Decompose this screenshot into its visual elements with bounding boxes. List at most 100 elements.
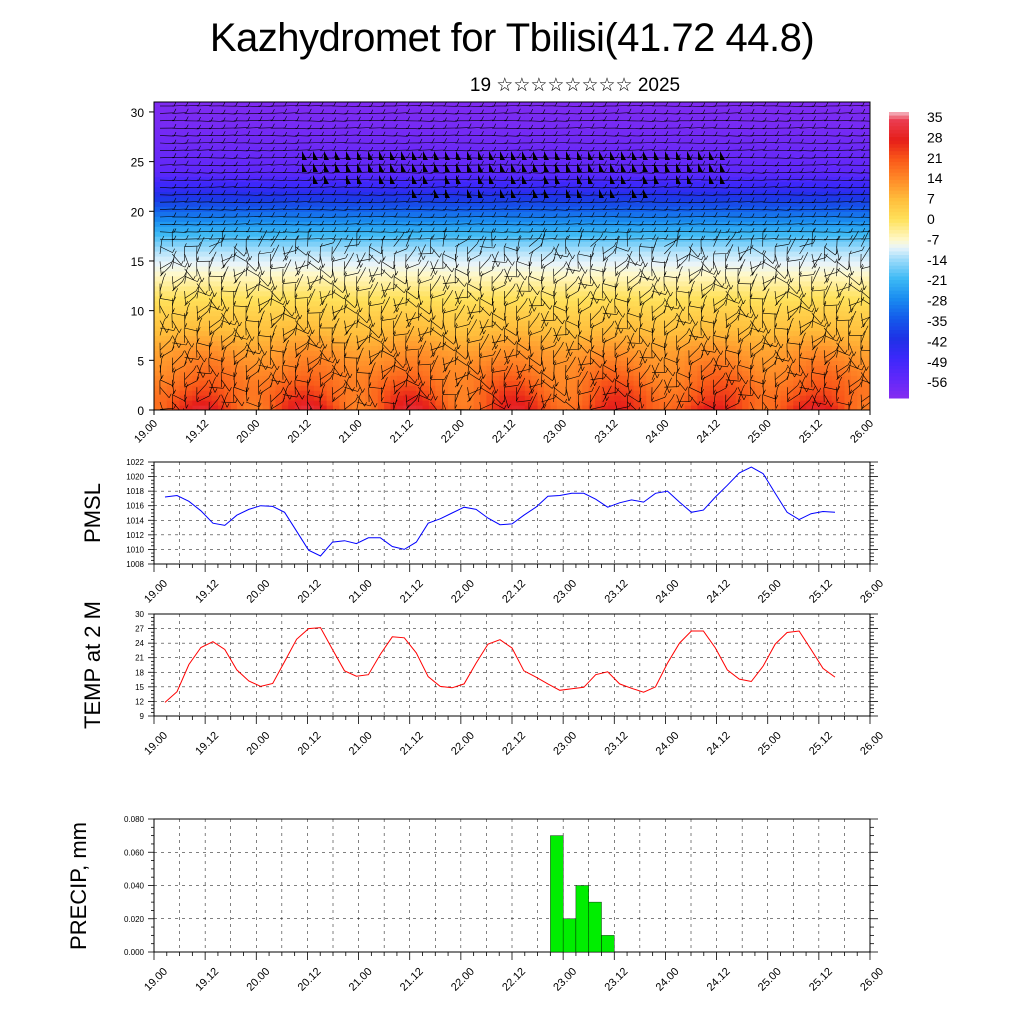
x-tick-label: 20.12 xyxy=(296,578,324,606)
axis-ticks xyxy=(148,461,878,572)
colorbar-label: -28 xyxy=(927,293,947,309)
x-tick-label: 19.00 xyxy=(142,966,170,994)
x-tick-label: 24.00 xyxy=(654,966,682,994)
x-tick-label: 24.12 xyxy=(695,418,723,446)
x-tick-label: 21.12 xyxy=(388,418,416,446)
y-tick-label: 1022 xyxy=(126,458,144,467)
x-tick-label: 20.00 xyxy=(244,578,272,606)
precip-bar xyxy=(588,901,602,953)
precip-bar xyxy=(562,918,577,953)
x-tick-label: 21.00 xyxy=(347,578,375,606)
wind-barbs xyxy=(159,102,870,410)
y-tick-label: 1020 xyxy=(126,473,144,482)
axis-ticks xyxy=(148,613,878,724)
x-tick-label: 21.00 xyxy=(337,418,365,446)
x-tick-label: 19.12 xyxy=(193,966,221,994)
colorbar-label: 14 xyxy=(927,170,943,186)
colorbar-label: 0 xyxy=(927,211,935,227)
x-tick-label: 24.12 xyxy=(705,578,733,606)
x-tick-label: 21.00 xyxy=(347,966,375,994)
pmsl-panel: 1008 1010 1012 1014 1016 1018 1020 1022 19.00 19.… xyxy=(80,458,886,606)
colorbar-label: 7 xyxy=(927,191,935,207)
y-tick-label: 24 xyxy=(135,639,144,648)
x-tick-label: 23.12 xyxy=(592,418,620,446)
y-tick-label: 0 xyxy=(137,404,144,418)
x-tick-label: 24.12 xyxy=(705,966,733,994)
x-tick-label: 25.12 xyxy=(807,578,835,606)
x-tick-label: 20.00 xyxy=(234,418,262,446)
panel-frame xyxy=(153,613,871,717)
temp-panel: 9 12 15 18 21 24 27 30 19.00 19.12 20.00 20.12 21.00… xyxy=(80,601,886,758)
y-tick-label: 0.040 xyxy=(124,882,145,891)
colorbar-label: -42 xyxy=(927,333,947,349)
x-tick-label: 25.12 xyxy=(797,418,825,446)
y-tick-label: 1018 xyxy=(126,487,144,496)
y-axis-label: PMSL xyxy=(80,483,105,543)
x-tick-label: 21.12 xyxy=(398,730,426,758)
page-subtitle: 19 ☆☆☆☆☆☆☆☆ 2025 xyxy=(469,75,681,96)
x-tick-label: 26.00 xyxy=(858,730,886,758)
y-tick-label: 5 xyxy=(137,354,144,368)
x-tick-label: 25.00 xyxy=(756,966,784,994)
x-tick-label: 19.12 xyxy=(193,730,221,758)
grid-lines xyxy=(154,614,870,716)
x-tick-label: 22.00 xyxy=(439,418,467,446)
y-tick-label: 0.080 xyxy=(124,815,145,824)
y-tick-label: 20 xyxy=(131,205,145,219)
x-tick-label: 25.12 xyxy=(807,730,835,758)
axis-ticks xyxy=(148,818,878,960)
x-tick-label: 22.00 xyxy=(449,578,477,606)
precip-bar xyxy=(550,835,564,953)
panel-frame xyxy=(153,461,871,565)
x-tick-label: 23.12 xyxy=(602,730,630,758)
y-axis-label: TEMP at 2 M xyxy=(80,601,105,729)
x-tick-label: 25.12 xyxy=(807,966,835,994)
cross-section-panel: 0 5 10 15 20 25 30 19.00 19.12 20.00 20.12 21.00 21.… xyxy=(131,101,876,446)
x-tick-label: 19.00 xyxy=(142,578,170,606)
x-tick-label: 19.12 xyxy=(193,578,221,606)
x-tick-label: 23.00 xyxy=(541,418,569,446)
x-tick-label: 20.00 xyxy=(244,730,272,758)
page-title: Kazhydromet for Tbilisi(41.72 44.8) xyxy=(209,16,815,60)
x-tick-label: 22.00 xyxy=(449,730,477,758)
x-tick-label: 19.00 xyxy=(142,730,170,758)
y-tick-label: 0.000 xyxy=(124,948,145,957)
y-tick-label: 9 xyxy=(140,712,145,721)
colorbar-label: -7 xyxy=(927,231,940,247)
y-tick-label: 30 xyxy=(135,610,144,619)
y-tick-label: 1010 xyxy=(126,545,144,554)
y-tick-label: 15 xyxy=(131,255,145,269)
x-tick-label: 20.00 xyxy=(244,966,272,994)
x-tick-label: 23.12 xyxy=(602,578,630,606)
x-tick-label: 20.12 xyxy=(286,418,314,446)
x-tick-label: 19.12 xyxy=(183,418,211,446)
temp-series-line xyxy=(164,627,836,703)
y-tick-label: 12 xyxy=(135,697,144,706)
x-tick-label: 20.12 xyxy=(296,730,324,758)
precip-panel: 0.000 0.020 0.040 0.060 0.080 19.00 19.12 20.00… xyxy=(66,815,886,994)
x-tick-label: 25.00 xyxy=(756,730,784,758)
colorbar-label: -14 xyxy=(927,252,947,268)
x-tick-label: 21.12 xyxy=(398,966,426,994)
colorbar-label: -56 xyxy=(927,374,947,390)
x-tick-label: 22.00 xyxy=(449,966,477,994)
x-tick-label: 23.00 xyxy=(551,966,579,994)
x-tick-label: 22.12 xyxy=(500,730,528,758)
jet-flag-barbs xyxy=(302,151,725,198)
colorbar-label: -35 xyxy=(927,313,947,329)
x-tick-label: 21.00 xyxy=(347,730,375,758)
x-tick-label: 23.00 xyxy=(551,730,579,758)
colorbar-label: 28 xyxy=(927,129,943,145)
x-tick-label: 24.00 xyxy=(654,730,682,758)
x-tick-label: 24.00 xyxy=(654,578,682,606)
x-tick-label: 23.12 xyxy=(602,966,630,994)
x-tick-label: 20.12 xyxy=(296,966,324,994)
colorbar: 35 28 21 14 7 0 -7 -14 -21 -28 -35 -42 -49 -56 xyxy=(889,109,947,399)
precip-bar xyxy=(601,935,615,953)
y-axis-label: PRECIP, mm xyxy=(66,822,91,950)
x-tick-label: 23.00 xyxy=(551,578,579,606)
y-tick-label: 0.020 xyxy=(124,915,145,924)
x-tick-label: 26.00 xyxy=(858,966,886,994)
y-tick-label: 0.060 xyxy=(124,848,145,857)
